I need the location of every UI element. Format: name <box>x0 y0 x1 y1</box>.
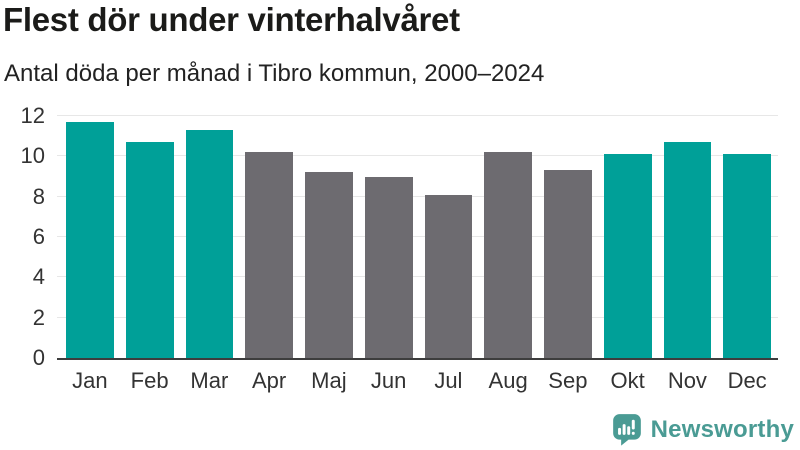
x-axis-label-maj: Maj <box>311 368 347 393</box>
bar-series <box>57 116 778 358</box>
bar-jul <box>424 194 473 358</box>
x-axis-label-okt: Okt <box>610 368 645 393</box>
chart-title: Flest dör under vinterhalvåret <box>3 1 460 38</box>
x-axis-label-nov: Nov <box>667 368 707 393</box>
gridlines-and-y-axis: 0 2 4 6 8 10 12 <box>21 105 778 369</box>
bar-okt <box>603 154 652 358</box>
y-tick-label-10: 10 <box>20 143 45 169</box>
gridline-2 <box>57 316 778 318</box>
gridline-6 <box>57 236 778 237</box>
x-axis-label-aug: Aug <box>488 368 528 393</box>
x-axis-label-feb: Feb <box>130 368 169 393</box>
bar-dec <box>723 154 771 358</box>
y-tick-label-12: 12 <box>20 103 45 128</box>
newsworthy-logo-icon <box>612 414 641 446</box>
y-tick-label-8: 8 <box>32 183 45 209</box>
newsworthy-wordmark: Newsworthy <box>650 415 794 443</box>
bar-apr <box>245 152 293 358</box>
x-axis-labels: Jan Feb Mar Apr Maj Jun Jul Aug Sep Okt Nov Dec <box>57 368 778 394</box>
bar-jan <box>66 122 114 358</box>
y-tick-label-2: 2 <box>32 304 45 330</box>
bar-maj <box>305 172 353 358</box>
x-axis-label-sep: Sep <box>548 368 588 393</box>
bar-sep <box>544 170 592 358</box>
gridline-10 <box>57 155 778 157</box>
x-axis-label-mar: Mar <box>190 368 229 393</box>
chart-subtitle: Antal döda per månad i Tibro kommun, 200… <box>4 60 545 87</box>
y-tick-label-0: 0 <box>32 345 45 370</box>
x-axis-label-dec: Dec <box>727 368 767 393</box>
bar-aug <box>484 152 532 358</box>
x-axis-label-jan: Jan <box>72 368 108 393</box>
y-tick-label-4: 4 <box>32 264 45 290</box>
bar-jun <box>364 176 413 358</box>
x-axis-label-apr: Apr <box>252 368 287 393</box>
x-axis-label-jun: Jun <box>370 368 407 393</box>
plot-area: 0 2 4 6 8 10 12 <box>21 105 778 369</box>
gridline-12 <box>57 115 778 116</box>
newsworthy-branding: Newsworthy <box>612 413 794 446</box>
gridline-8 <box>57 195 778 197</box>
gridline-4 <box>57 276 778 278</box>
bar-mar <box>185 130 234 358</box>
y-tick-label-6: 6 <box>32 224 45 249</box>
x-axis-label-jul: Jul <box>434 368 463 393</box>
bar-feb <box>125 142 174 358</box>
bar-nov <box>663 142 712 358</box>
